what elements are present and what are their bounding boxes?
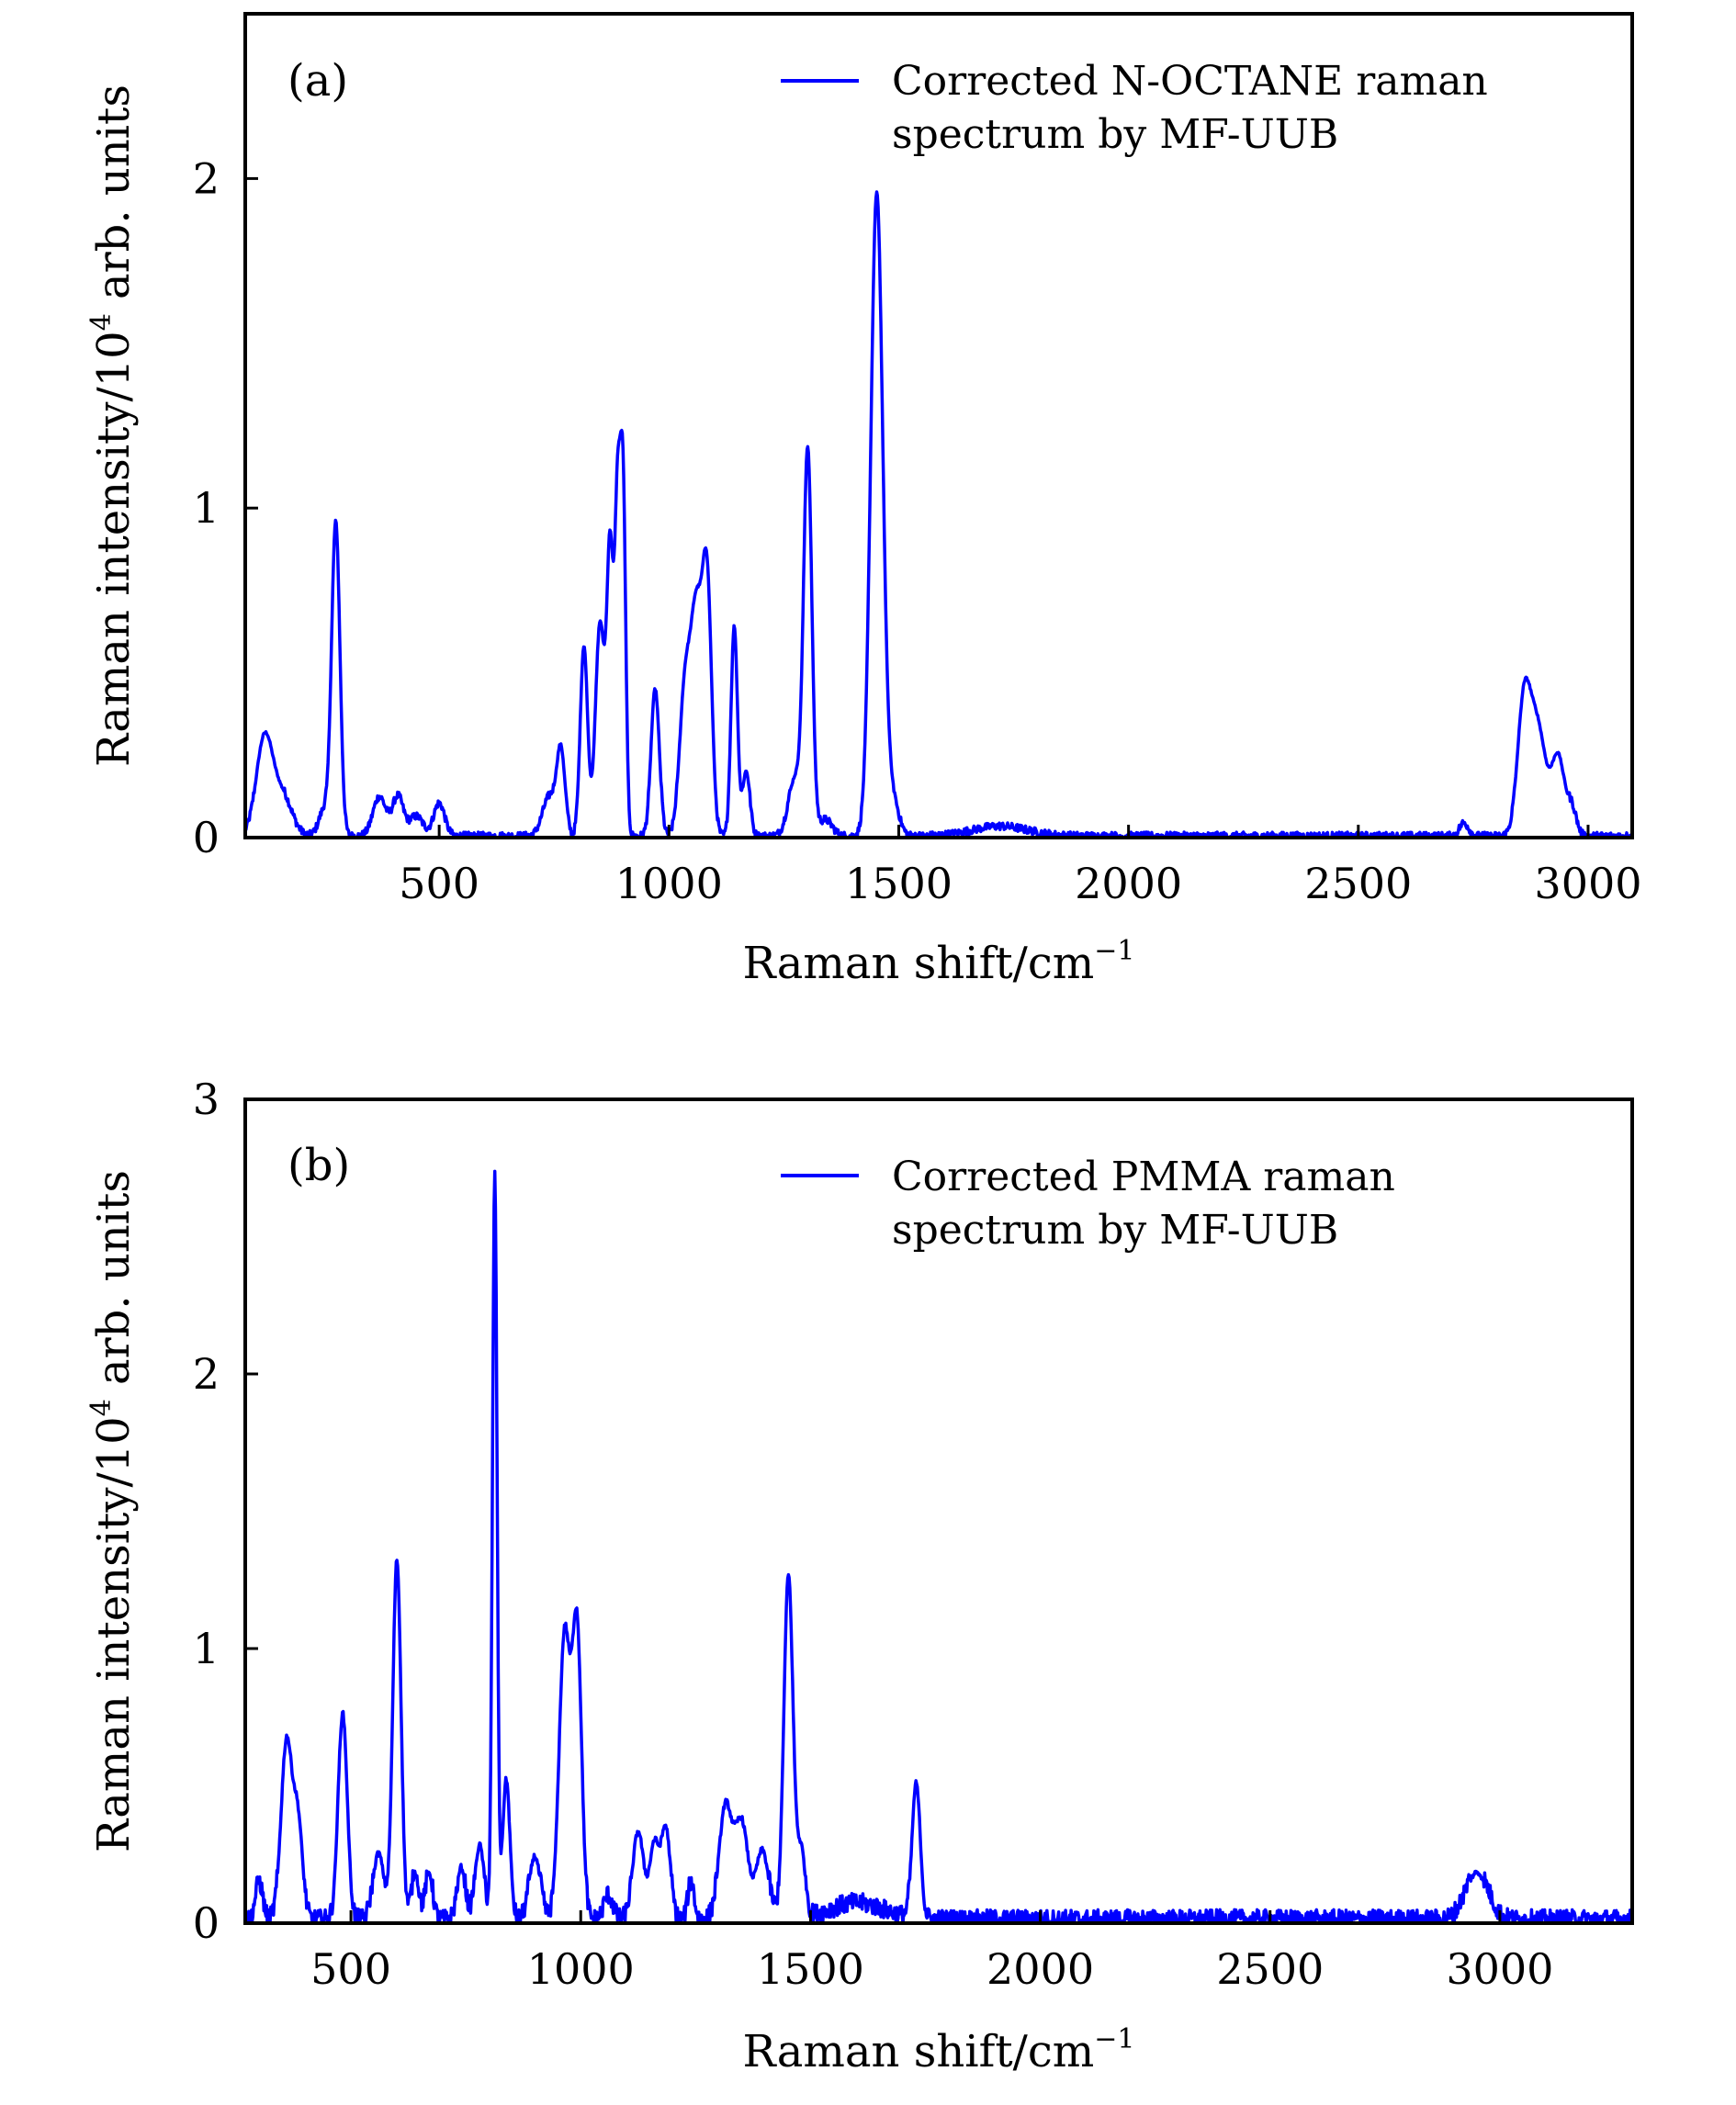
legend: Corrected PMMA raman spectrum by MF-UUB: [781, 1154, 1395, 1254]
x-axis-label-text: Raman shift/cm: [743, 938, 1095, 989]
x-axis-label-sup: −1: [1094, 2023, 1134, 2055]
y-axis-label: Raman intensity/104 arb. units: [85, 84, 140, 767]
legend-text: Corrected PMMA raman: [892, 1154, 1395, 1200]
spectrum-line: [243, 190, 1634, 839]
x-tick-label: 1500: [757, 1944, 864, 1994]
y-axis-label-tail: arb. units: [88, 1170, 140, 1399]
x-tick-label: 500: [399, 859, 479, 908]
y-axis-label-sup: 4: [85, 313, 118, 331]
panel-label: (b): [287, 1140, 350, 1191]
chart-panel-b: 500 1000 1500 2000 2500 3000 0 1 2 3 Raman shift/c…: [85, 1075, 1634, 2077]
spectrum-line: [243, 1169, 1634, 1925]
x-axis-label-text: Raman shift/cm: [743, 2026, 1095, 2077]
y-tick-label: 1: [193, 483, 220, 533]
x-tick-label: 3000: [1534, 859, 1641, 908]
legend: Corrected N-OCTANE raman spectrum by MF-U…: [781, 58, 1488, 158]
y-axis-label-tail: arb. units: [88, 84, 140, 313]
y-axis-label-text: Raman intensity/10: [88, 331, 140, 767]
x-tick-label: 2500: [1304, 859, 1412, 908]
y-tick-label: 2: [193, 153, 220, 203]
x-tick-label: 2000: [986, 1944, 1094, 1994]
axes-frame: [243, 12, 1634, 839]
y-axis-label-sup: 4: [85, 1399, 118, 1416]
y-tick-label: 1: [193, 1624, 220, 1673]
x-axis-label: Raman shift/cm−1: [743, 935, 1135, 989]
y-axis-label-text: Raman intensity/10: [88, 1416, 140, 1852]
x-axis-label: Raman shift/cm−1: [743, 2023, 1135, 2077]
y-tick-label: 3: [193, 1075, 220, 1124]
x-tick-label: 1000: [527, 1944, 635, 1994]
axes-frame: [243, 1098, 1634, 1925]
x-tick-label: 1000: [615, 859, 723, 908]
x-tick-label: 2500: [1216, 1944, 1324, 1994]
x-tick-label: 1500: [845, 859, 953, 908]
x-axis-label-sup: −1: [1094, 935, 1134, 967]
legend-text: Corrected N-OCTANE raman: [892, 58, 1488, 105]
y-tick-label: 0: [193, 813, 220, 862]
y-tick-label: 2: [193, 1349, 220, 1399]
y-tick-label: 0: [193, 1898, 220, 1948]
legend-text: spectrum by MF-UUB: [892, 111, 1338, 158]
x-tick-label: 2000: [1075, 859, 1182, 908]
x-tick-label: 500: [310, 1944, 391, 1994]
x-tick-label: 3000: [1446, 1944, 1553, 1994]
legend-text: spectrum by MF-UUB: [892, 1207, 1338, 1254]
panel-label: (a): [287, 55, 348, 107]
y-axis-label: Raman intensity/104 arb. units: [85, 1170, 140, 1852]
chart-panel-a: 500 1000 1500 2000 2500 3000 0 1 2 Raman shift/cm…: [85, 12, 1642, 989]
